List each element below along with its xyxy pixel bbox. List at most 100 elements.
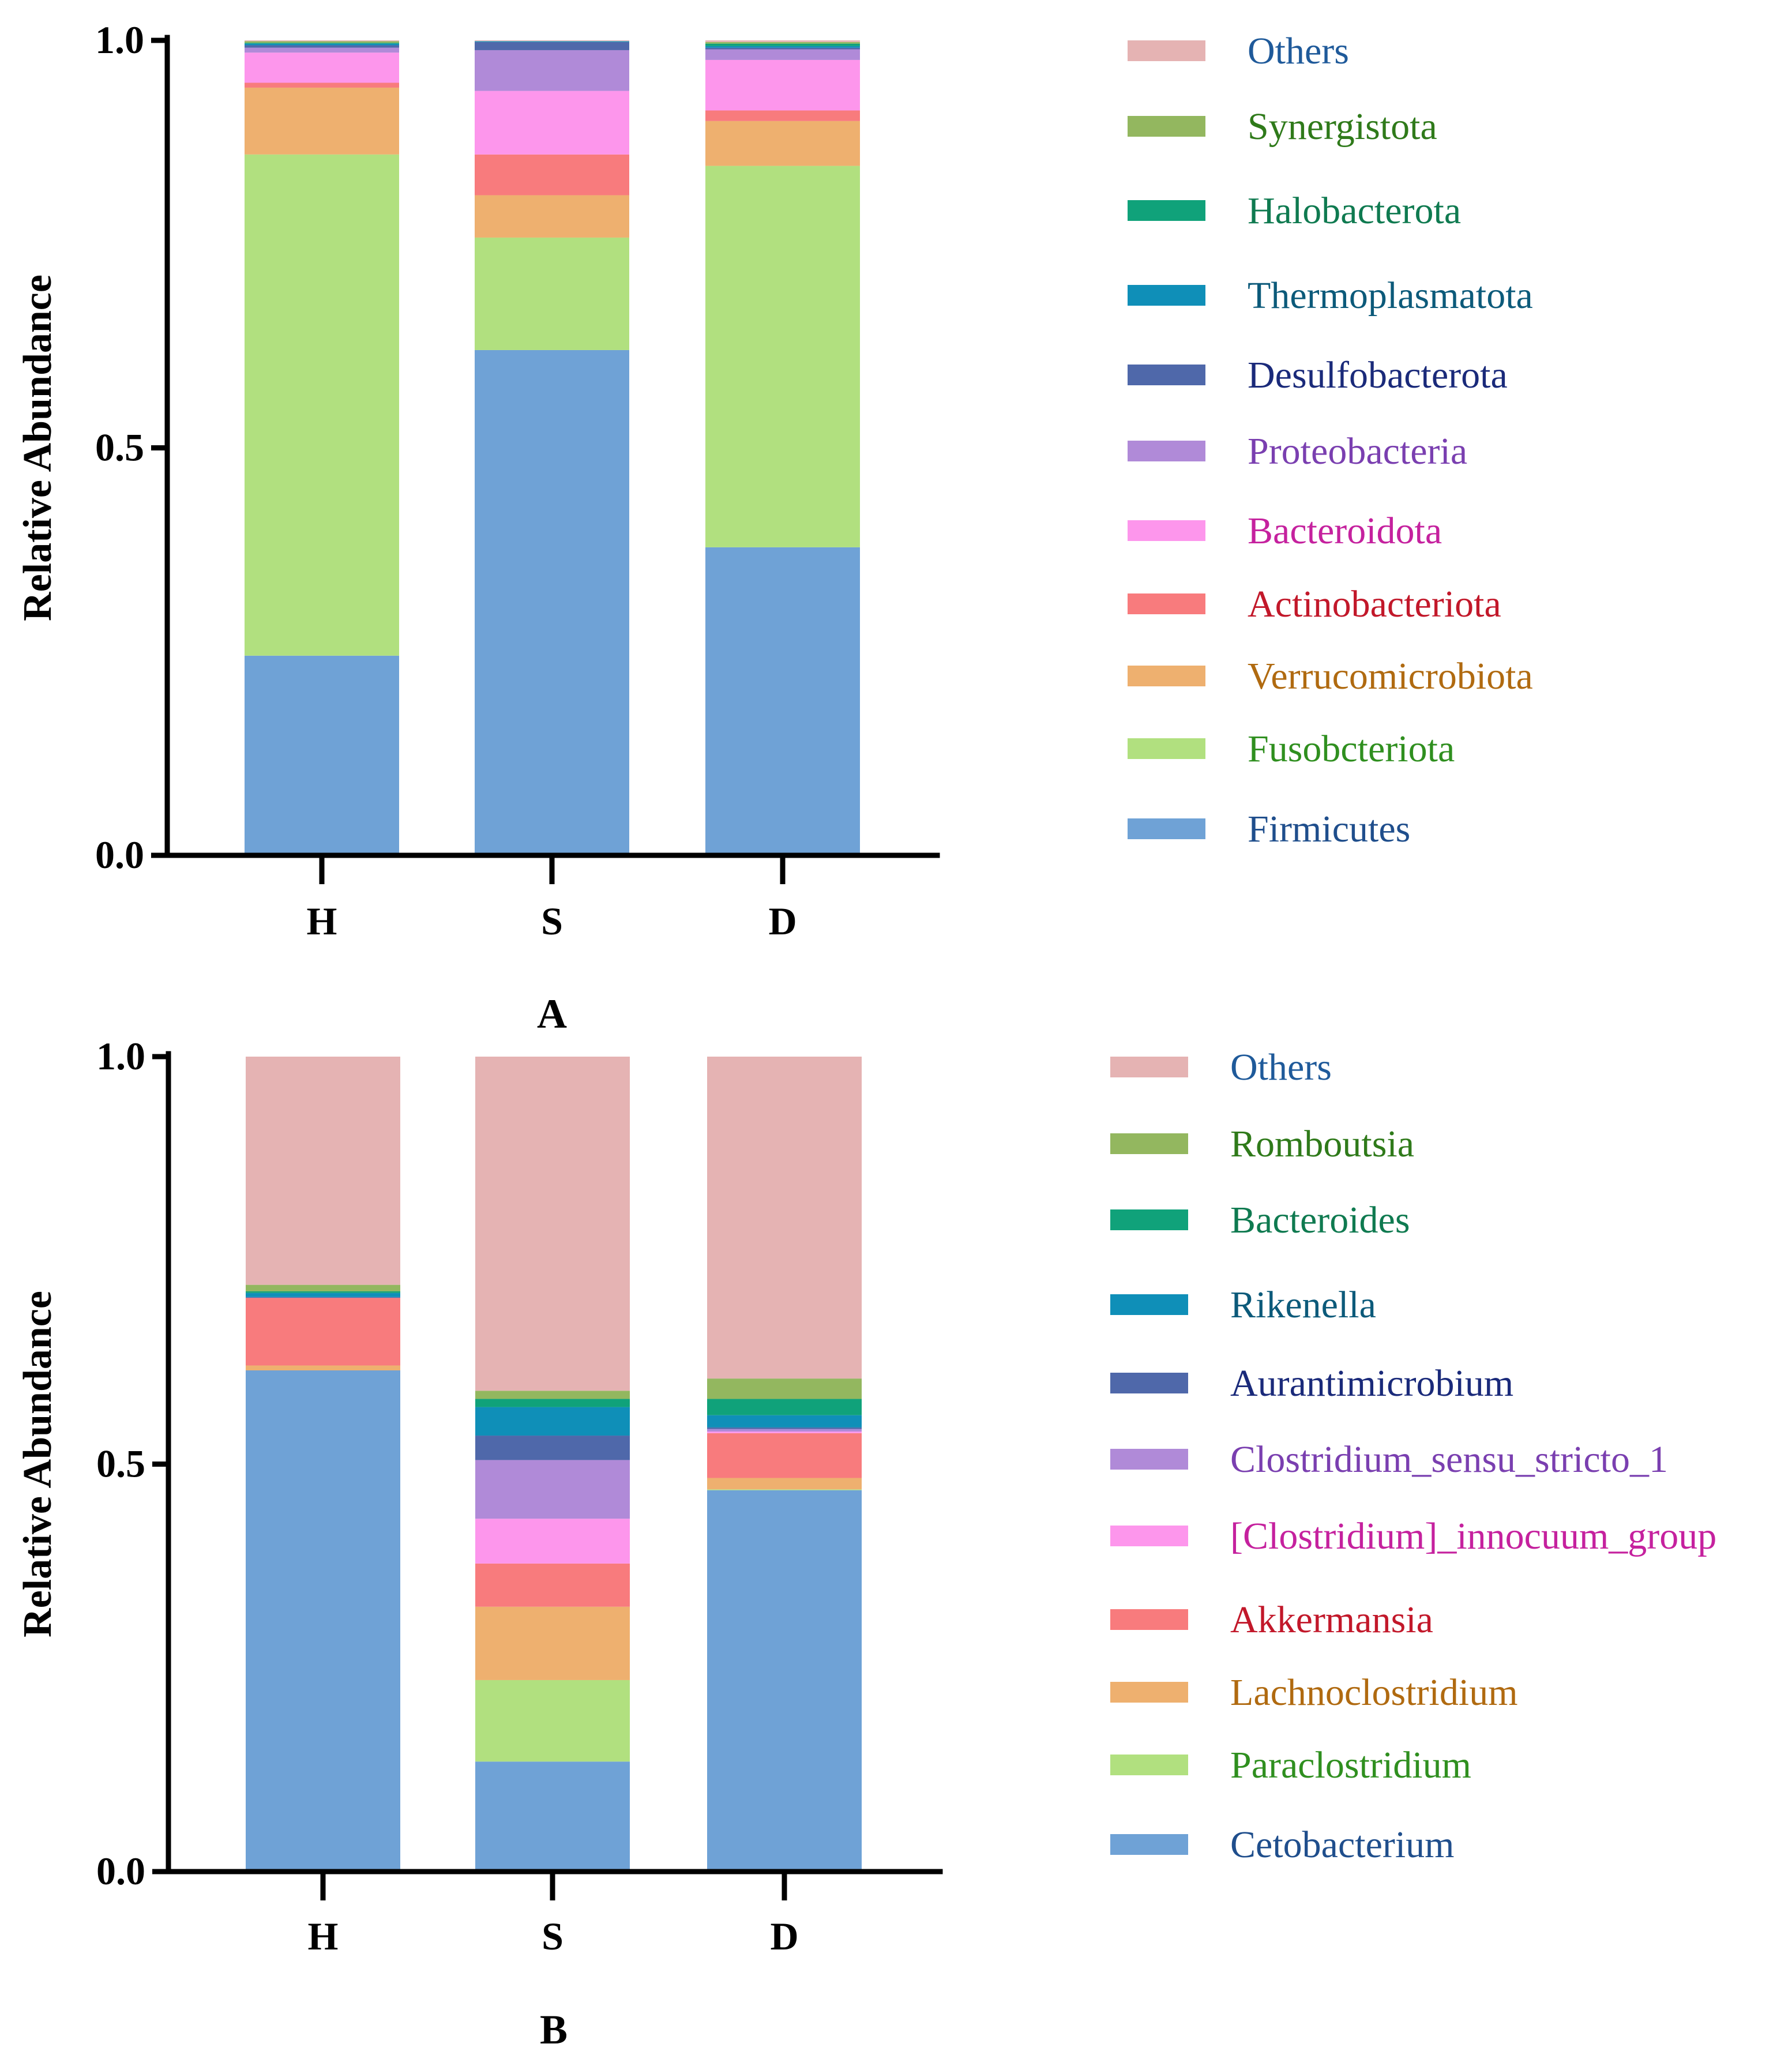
bar-h-fusobcteriota: [245, 154, 399, 656]
legend-item-fusobcteriota: Fusobcteriota: [1128, 728, 1455, 770]
legend-swatch: [1128, 285, 1205, 306]
bar-h-proteobacteria: [245, 47, 399, 53]
bar-s-aurantimicrobium: [475, 1436, 630, 1460]
legend-swatch: [1110, 1449, 1188, 1470]
legend-swatch: [1110, 1057, 1188, 1077]
legend-swatch: [1110, 1209, 1188, 1230]
legend-item-verrucomicrobiota: Verrucomicrobiota: [1128, 655, 1533, 697]
legend-item-romboutsia: Romboutsia: [1110, 1123, 1414, 1165]
bar-d-clostridium-sensu-stricto-1: [707, 1429, 862, 1432]
bar-h-aurantimicrobium: [246, 1297, 400, 1298]
legend-swatch: [1128, 666, 1205, 686]
legend-swatch: [1128, 738, 1205, 759]
legend-item-akkermansia: Akkermansia: [1110, 1599, 1433, 1641]
bar-s-rikenella: [475, 1407, 630, 1436]
y-tick-label: 0.0: [96, 1849, 145, 1893]
legend-label: Fusobcteriota: [1248, 728, 1455, 770]
legend-item-clostridium-innocuum-group: [Clostridium]_innocuum_group: [1110, 1515, 1716, 1557]
bar-d-paraclostridium: [707, 1489, 862, 1490]
legend-label: Aurantimicrobium: [1230, 1362, 1513, 1404]
bar-s-bacteroidota: [475, 91, 629, 155]
bar-s-verrucomicrobiota: [475, 195, 629, 238]
bar-h-bacteroides: [246, 1291, 400, 1293]
legend-label: Paraclostridium: [1230, 1744, 1471, 1786]
legend-item-desulfobacterota: Desulfobacterota: [1128, 354, 1508, 396]
legend-item-lachnoclostridium: Lachnoclostridium: [1110, 1671, 1518, 1714]
x-tick-label-h: H: [308, 1914, 339, 1958]
legend-item-cetobacterium: Cetobacterium: [1110, 1824, 1455, 1866]
x-tick-label-s: S: [541, 899, 563, 943]
bar-s-desulfobacterota: [475, 42, 629, 50]
legend-item-clostridium-sensu-stricto-1: Clostridium_sensu_stricto_1: [1110, 1438, 1668, 1481]
legend-label: Bacteroides: [1230, 1199, 1410, 1241]
legend-label: Clostridium_sensu_stricto_1: [1230, 1438, 1668, 1481]
bar-h-lachnoclostridium: [246, 1365, 400, 1371]
bar-d-proteobacteria: [705, 49, 860, 60]
legend-label: [Clostridium]_innocuum_group: [1230, 1515, 1716, 1557]
y-tick-label: 1.0: [95, 18, 144, 62]
bar-s-firmicutes: [475, 350, 629, 855]
legend-label: Rikenella: [1230, 1284, 1376, 1326]
legend-label: Others: [1230, 1046, 1332, 1088]
bar-d-others: [705, 40, 860, 42]
bar-s-thermoplasmatota: [475, 41, 629, 42]
legend-item-halobacterota: Halobacterota: [1128, 190, 1461, 232]
panel-label: A: [537, 991, 567, 1037]
legend-label: Romboutsia: [1230, 1123, 1414, 1165]
bar-s-others: [475, 1057, 630, 1391]
legend-item-firmicutes: Firmicutes: [1128, 808, 1410, 850]
panel-b: 0.0 0.5 1.0 H S D Relative Abundance B Cetobacte…: [16, 1034, 1716, 2053]
y-tick-label: 1.0: [96, 1034, 145, 1078]
legend-label: Cetobacterium: [1230, 1824, 1455, 1866]
legend-swatch: [1128, 200, 1205, 221]
legend-item-aurantimicrobium: Aurantimicrobium: [1110, 1362, 1513, 1404]
legend-item-rikenella: Rikenella: [1110, 1284, 1376, 1326]
bar-s-cetobacterium: [475, 1761, 630, 1872]
legend-swatch: [1128, 365, 1205, 385]
legend: Firmicutes Fusobcteriota Verrucomicrobiota…: [1128, 30, 1533, 850]
bar-h-firmicutes: [245, 655, 399, 855]
bar-d-aurantimicrobium: [707, 1427, 862, 1429]
x-tick-label-h: H: [307, 899, 337, 943]
bar-d-desulfobacterota: [705, 47, 860, 50]
y-tick-label: 0.0: [95, 833, 144, 877]
legend: Cetobacterium Paraclostridium Lachnoclostr…: [1110, 1046, 1716, 1866]
legend-label: Thermoplasmatota: [1248, 275, 1533, 317]
legend-item-proteobacteria: Proteobacteria: [1128, 430, 1467, 472]
bar-d-lachnoclostridium: [707, 1478, 862, 1490]
bar-s-proteobacteria: [475, 50, 629, 91]
bar-h-actinobacteriota: [245, 82, 399, 88]
x-tick-label-d: D: [770, 1914, 798, 1958]
y-tick-label: 0.5: [96, 1442, 145, 1486]
bar-h-synergistota: [245, 41, 399, 43]
bar-s-lachnoclostridium: [475, 1606, 630, 1680]
legend-item-synergistota: Synergistota: [1128, 106, 1437, 148]
bar-h-others: [246, 1057, 400, 1285]
x-tick-label-s: S: [542, 1914, 563, 1958]
bar-h-desulfobacterota: [245, 45, 399, 48]
bar-s-clostridium-innocuum-group: [475, 1519, 630, 1564]
bar-d-cetobacterium: [707, 1490, 862, 1872]
bar-s-clostridium-sensu-stricto-1: [475, 1460, 630, 1519]
legend-swatch: [1128, 441, 1205, 461]
x-tick-label-d: D: [768, 899, 797, 943]
bar-d-akkermansia: [707, 1433, 862, 1478]
legend-label: Halobacterota: [1248, 190, 1461, 232]
legend-swatch: [1110, 1294, 1188, 1315]
bar-s-bacteroides: [475, 1399, 630, 1407]
legend-item-actinobacteriota: Actinobacteriota: [1128, 583, 1501, 625]
legend-item-bacteroidota: Bacteroidota: [1128, 510, 1442, 552]
bar-d-synergistota: [705, 42, 860, 44]
legend-swatch: [1110, 1609, 1188, 1630]
legend-label: Firmicutes: [1248, 808, 1410, 850]
legend-item-thermoplasmatota: Thermoplasmatota: [1128, 275, 1533, 317]
legend-label: Bacteroidota: [1248, 510, 1442, 552]
legend-label: Akkermansia: [1230, 1599, 1433, 1641]
legend-swatch: [1110, 1133, 1188, 1154]
bar-d-fusobcteriota: [705, 166, 860, 547]
bar-s-fusobcteriota: [475, 237, 629, 350]
legend-swatch: [1128, 593, 1205, 614]
bar-d-thermoplasmatota: [705, 46, 860, 48]
bar-s-akkermansia: [475, 1563, 630, 1607]
